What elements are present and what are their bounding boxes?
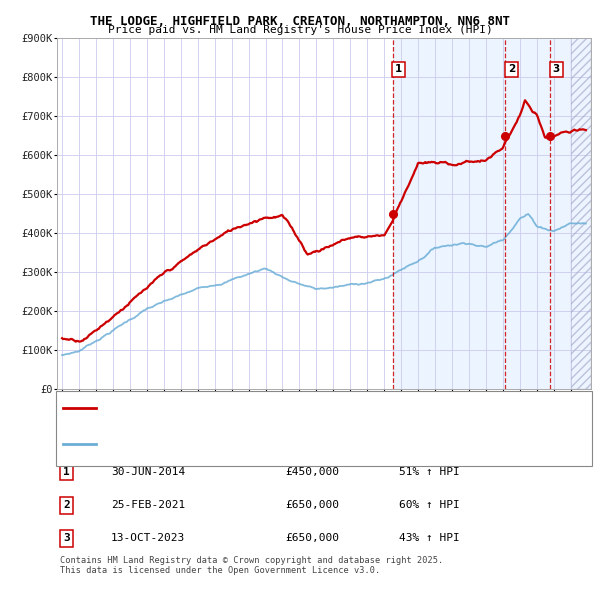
Text: Price paid vs. HM Land Registry's House Price Index (HPI): Price paid vs. HM Land Registry's House … [107,25,493,35]
Text: 51% ↑ HPI: 51% ↑ HPI [399,467,460,477]
Bar [392,38,591,389]
Bar [571,38,591,389]
Text: 30-JUN-2014: 30-JUN-2014 [111,467,185,477]
Text: HPI: Average price, detached house, West Northamptonshire: HPI: Average price, detached house, West… [101,437,436,447]
Text: £450,000: £450,000 [285,467,339,477]
Text: 25-FEB-2021: 25-FEB-2021 [111,500,185,510]
Text: 1: 1 [395,64,403,74]
Text: £650,000: £650,000 [285,500,339,510]
Text: 3: 3 [553,64,560,74]
Text: THE LODGE, HIGHFIELD PARK, CREATON, NORTHAMPTON, NN6 8NT (detached house): THE LODGE, HIGHFIELD PARK, CREATON, NORT… [101,401,530,411]
Text: 43% ↑ HPI: 43% ↑ HPI [399,533,460,543]
Text: 2: 2 [63,500,70,510]
Text: 3: 3 [63,533,70,543]
Text: 1: 1 [63,467,70,477]
Text: THE LODGE, HIGHFIELD PARK, CREATON, NORTHAMPTON, NN6 8NT: THE LODGE, HIGHFIELD PARK, CREATON, NORT… [90,15,510,28]
Text: Contains HM Land Registry data © Crown copyright and database right 2025.
This d: Contains HM Land Registry data © Crown c… [60,556,443,575]
Text: 2: 2 [508,64,515,74]
Text: £650,000: £650,000 [285,533,339,543]
Text: 60% ↑ HPI: 60% ↑ HPI [399,500,460,510]
Text: 13-OCT-2023: 13-OCT-2023 [111,533,185,543]
